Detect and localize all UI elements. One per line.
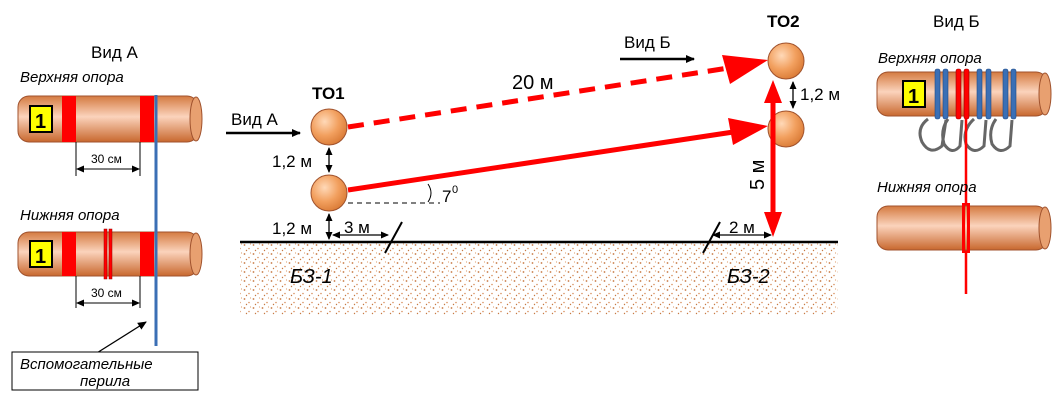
left-panel: Вид А Верхняя опора 1 30 см Нижняя опора [11, 43, 203, 391]
right-lower-label: Нижняя опора [877, 179, 977, 196]
note-line-1: Вспомогательные [20, 356, 153, 373]
right-upper-label: Верхняя опора [878, 50, 982, 67]
to1-lower-support [310, 174, 348, 212]
upper-support-pipe [17, 95, 203, 143]
upper-rope-arrowhead [722, 55, 768, 84]
zone-2-label: БЗ-2 [727, 266, 770, 288]
center-panel: БЗ-1 БЗ-2 ТО1 1,2 м 1,2 м Вид А ТО2 1,2 … [226, 12, 840, 315]
vertical-5m-text: 5 м [747, 160, 769, 190]
angle-arc [427, 183, 432, 203]
soil-area [240, 243, 838, 315]
right-panel-title: Вид Б [933, 12, 980, 31]
angle-degree: 0 [452, 184, 458, 196]
right-upper-badge: 1 [902, 80, 926, 108]
view-b-label: Вид Б [624, 33, 671, 52]
to2-gap-text: 1,2 м [800, 85, 840, 104]
dist-3m-text: 3 м [344, 218, 370, 237]
note-line-2: перила [80, 373, 130, 390]
upper-rope-dashed [347, 64, 736, 130]
to2-lower-support [767, 110, 805, 148]
upper-mark-right [140, 96, 154, 142]
zone-1-boundary-tick [384, 221, 403, 254]
to1-label: ТО1 [312, 84, 345, 103]
vertical-5m-top-arrow [764, 80, 782, 103]
upper-support-label: Верхняя опора [20, 69, 124, 86]
upper-rope-length: 20 м [512, 72, 554, 94]
to1-gap-text: 1,2 м [272, 152, 312, 171]
auxiliary-rope-note: Вспомогательные перила [11, 351, 199, 391]
lower-rope-arrowhead [728, 118, 768, 145]
angle-value: 7 [442, 187, 451, 206]
to2-label: ТО2 [767, 12, 800, 31]
zone-1-label: БЗ-1 [290, 266, 333, 288]
vertical-5m-bottom-arrow [764, 212, 782, 237]
lower-support-label: Нижняя опора [20, 207, 120, 224]
zone-2-boundary-tick [702, 221, 721, 254]
right-lower-pipe [876, 203, 1052, 253]
lower-mark-right [140, 232, 154, 276]
upper-badge-number: 1 [35, 111, 46, 133]
lower-mark-left [62, 232, 76, 276]
left-panel-title: Вид А [91, 43, 138, 62]
lower-badge: 1 [29, 240, 53, 268]
lower-badge-number: 1 [35, 246, 46, 268]
dist-2m-text: 2 м [729, 218, 755, 237]
upper-badge: 1 [29, 105, 53, 133]
upper-dimension-text: 30 см [91, 152, 122, 166]
upper-dimension: 30 см [75, 142, 141, 176]
note-pointer-arrow [91, 321, 147, 357]
to1-upper-support [310, 108, 348, 146]
to1-ground-text: 1,2 м [272, 219, 312, 238]
lower-dimension: 30 см [75, 276, 141, 308]
lower-dimension-text: 30 см [91, 286, 122, 300]
right-panel: Вид Б Верхняя опора 1 [876, 12, 1052, 294]
right-upper-badge-number: 1 [908, 86, 919, 108]
lower-support-pipe [17, 228, 203, 280]
lower-rope [347, 128, 741, 193]
to2-upper-support [767, 42, 805, 80]
rope-wraps [934, 68, 1017, 120]
upper-mark-left [62, 96, 76, 142]
view-a-label: Вид А [231, 110, 278, 129]
